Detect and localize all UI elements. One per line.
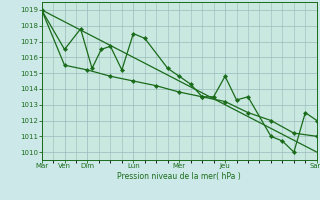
X-axis label: Pression niveau de la mer( hPa ): Pression niveau de la mer( hPa ) (117, 172, 241, 181)
